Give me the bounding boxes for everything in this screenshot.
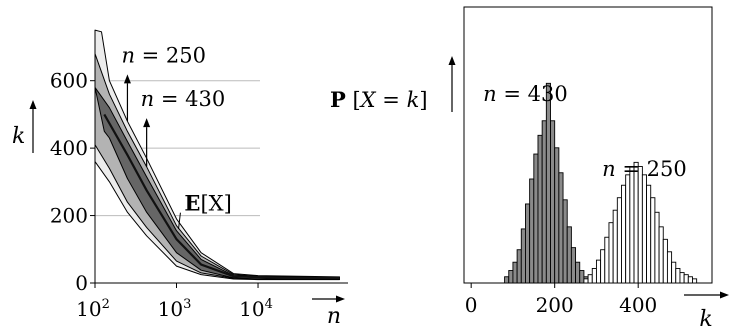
bar-1-25 <box>687 276 693 284</box>
x-tick-label-10000: 104 <box>239 297 273 321</box>
bar-1-20 <box>666 251 673 284</box>
band-inner <box>94 86 340 280</box>
left-chart: 0 200 400 600 102 103 104 k n n = 250 n = 430 E[X] <box>12 29 348 328</box>
bar-1-7 <box>612 209 618 284</box>
x-axis-label: k <box>699 307 712 328</box>
bar-0-10 <box>545 82 551 284</box>
y-tick-label-400: 400 <box>50 136 88 160</box>
bar-1-9 <box>621 184 627 284</box>
annotation-arrowhead-0 <box>123 74 131 84</box>
bar-1-21 <box>671 261 677 284</box>
right-chart: n = 430 n = 250 0 200 400 P [X = k] k <box>330 6 729 328</box>
bar-0-7 <box>533 153 539 284</box>
bar-0-2 <box>512 261 518 284</box>
bar-0-8 <box>537 134 543 284</box>
bar-0-5 <box>525 203 531 284</box>
bar-1-3 <box>595 259 602 284</box>
bar-0-14 <box>562 199 568 284</box>
mean-leader-line <box>178 212 181 230</box>
bar-0-17 <box>575 261 581 284</box>
y-tick-label-600: 600 <box>50 69 88 93</box>
x-axis-label: n <box>327 304 341 328</box>
bar-0-12 <box>554 147 560 284</box>
x-label-arrowhead <box>720 291 729 299</box>
y-axis-label: k <box>12 124 25 149</box>
bar-1-26 <box>692 278 698 284</box>
x-tick-label-1000: 103 <box>158 297 192 321</box>
bar-1-23 <box>679 272 685 284</box>
bar-1-17 <box>654 211 660 284</box>
x-label-arrowhead <box>336 295 345 303</box>
series-label-0: n = 430 <box>483 82 568 106</box>
mean-label: E[X] <box>184 191 231 216</box>
bar-0-16 <box>570 247 577 284</box>
annotation-label-0: n = 250 <box>121 43 206 67</box>
annotation-label-1: n = 430 <box>141 87 226 111</box>
bar-0-15 <box>566 226 572 284</box>
bar-0-18 <box>579 270 585 284</box>
bar-1-4 <box>600 249 606 284</box>
y-label-arrowhead <box>29 100 37 109</box>
bar-1-15 <box>646 184 652 284</box>
x-tick-label-100: 102 <box>76 297 110 321</box>
x-tick-label-0: 0 <box>465 293 478 317</box>
bar-0-3 <box>516 249 522 284</box>
x-tick-label-200: 200 <box>536 293 574 317</box>
bar-1-24 <box>683 274 689 284</box>
bar-1-16 <box>650 197 656 284</box>
bar-1-22 <box>675 267 681 284</box>
bar-0-13 <box>558 172 564 284</box>
bar-1-0 <box>583 278 589 284</box>
bar-0-11 <box>550 120 556 284</box>
series-label-1: n = 250 <box>602 157 687 181</box>
bar-1-5 <box>604 236 610 284</box>
x-tick-label-400: 400 <box>619 293 657 317</box>
y-tick-label-200: 200 <box>50 204 88 228</box>
annotation-arrowhead-1 <box>143 118 151 128</box>
bar-1-1 <box>587 274 593 284</box>
y-tick-label-0: 0 <box>75 271 88 295</box>
bar-0-9 <box>541 120 547 284</box>
bar-0-0 <box>504 276 510 284</box>
plot-frame <box>463 6 713 284</box>
bar-1-6 <box>608 222 614 284</box>
bar-1-13 <box>637 166 643 284</box>
bar-1-14 <box>641 174 647 284</box>
bar-1-11 <box>629 166 635 284</box>
bar-1-2 <box>591 267 597 284</box>
bar-0-1 <box>508 270 514 284</box>
y-label-arrowhead <box>448 56 456 65</box>
bar-1-18 <box>658 226 664 284</box>
bar-1-8 <box>616 197 622 284</box>
bar-1-10 <box>625 174 631 284</box>
y-axis-label: P [X = k] <box>330 87 428 112</box>
mean-line <box>103 113 340 279</box>
bar-0-4 <box>520 228 526 284</box>
bar-1-19 <box>662 238 668 284</box>
bar-0-6 <box>529 178 535 284</box>
